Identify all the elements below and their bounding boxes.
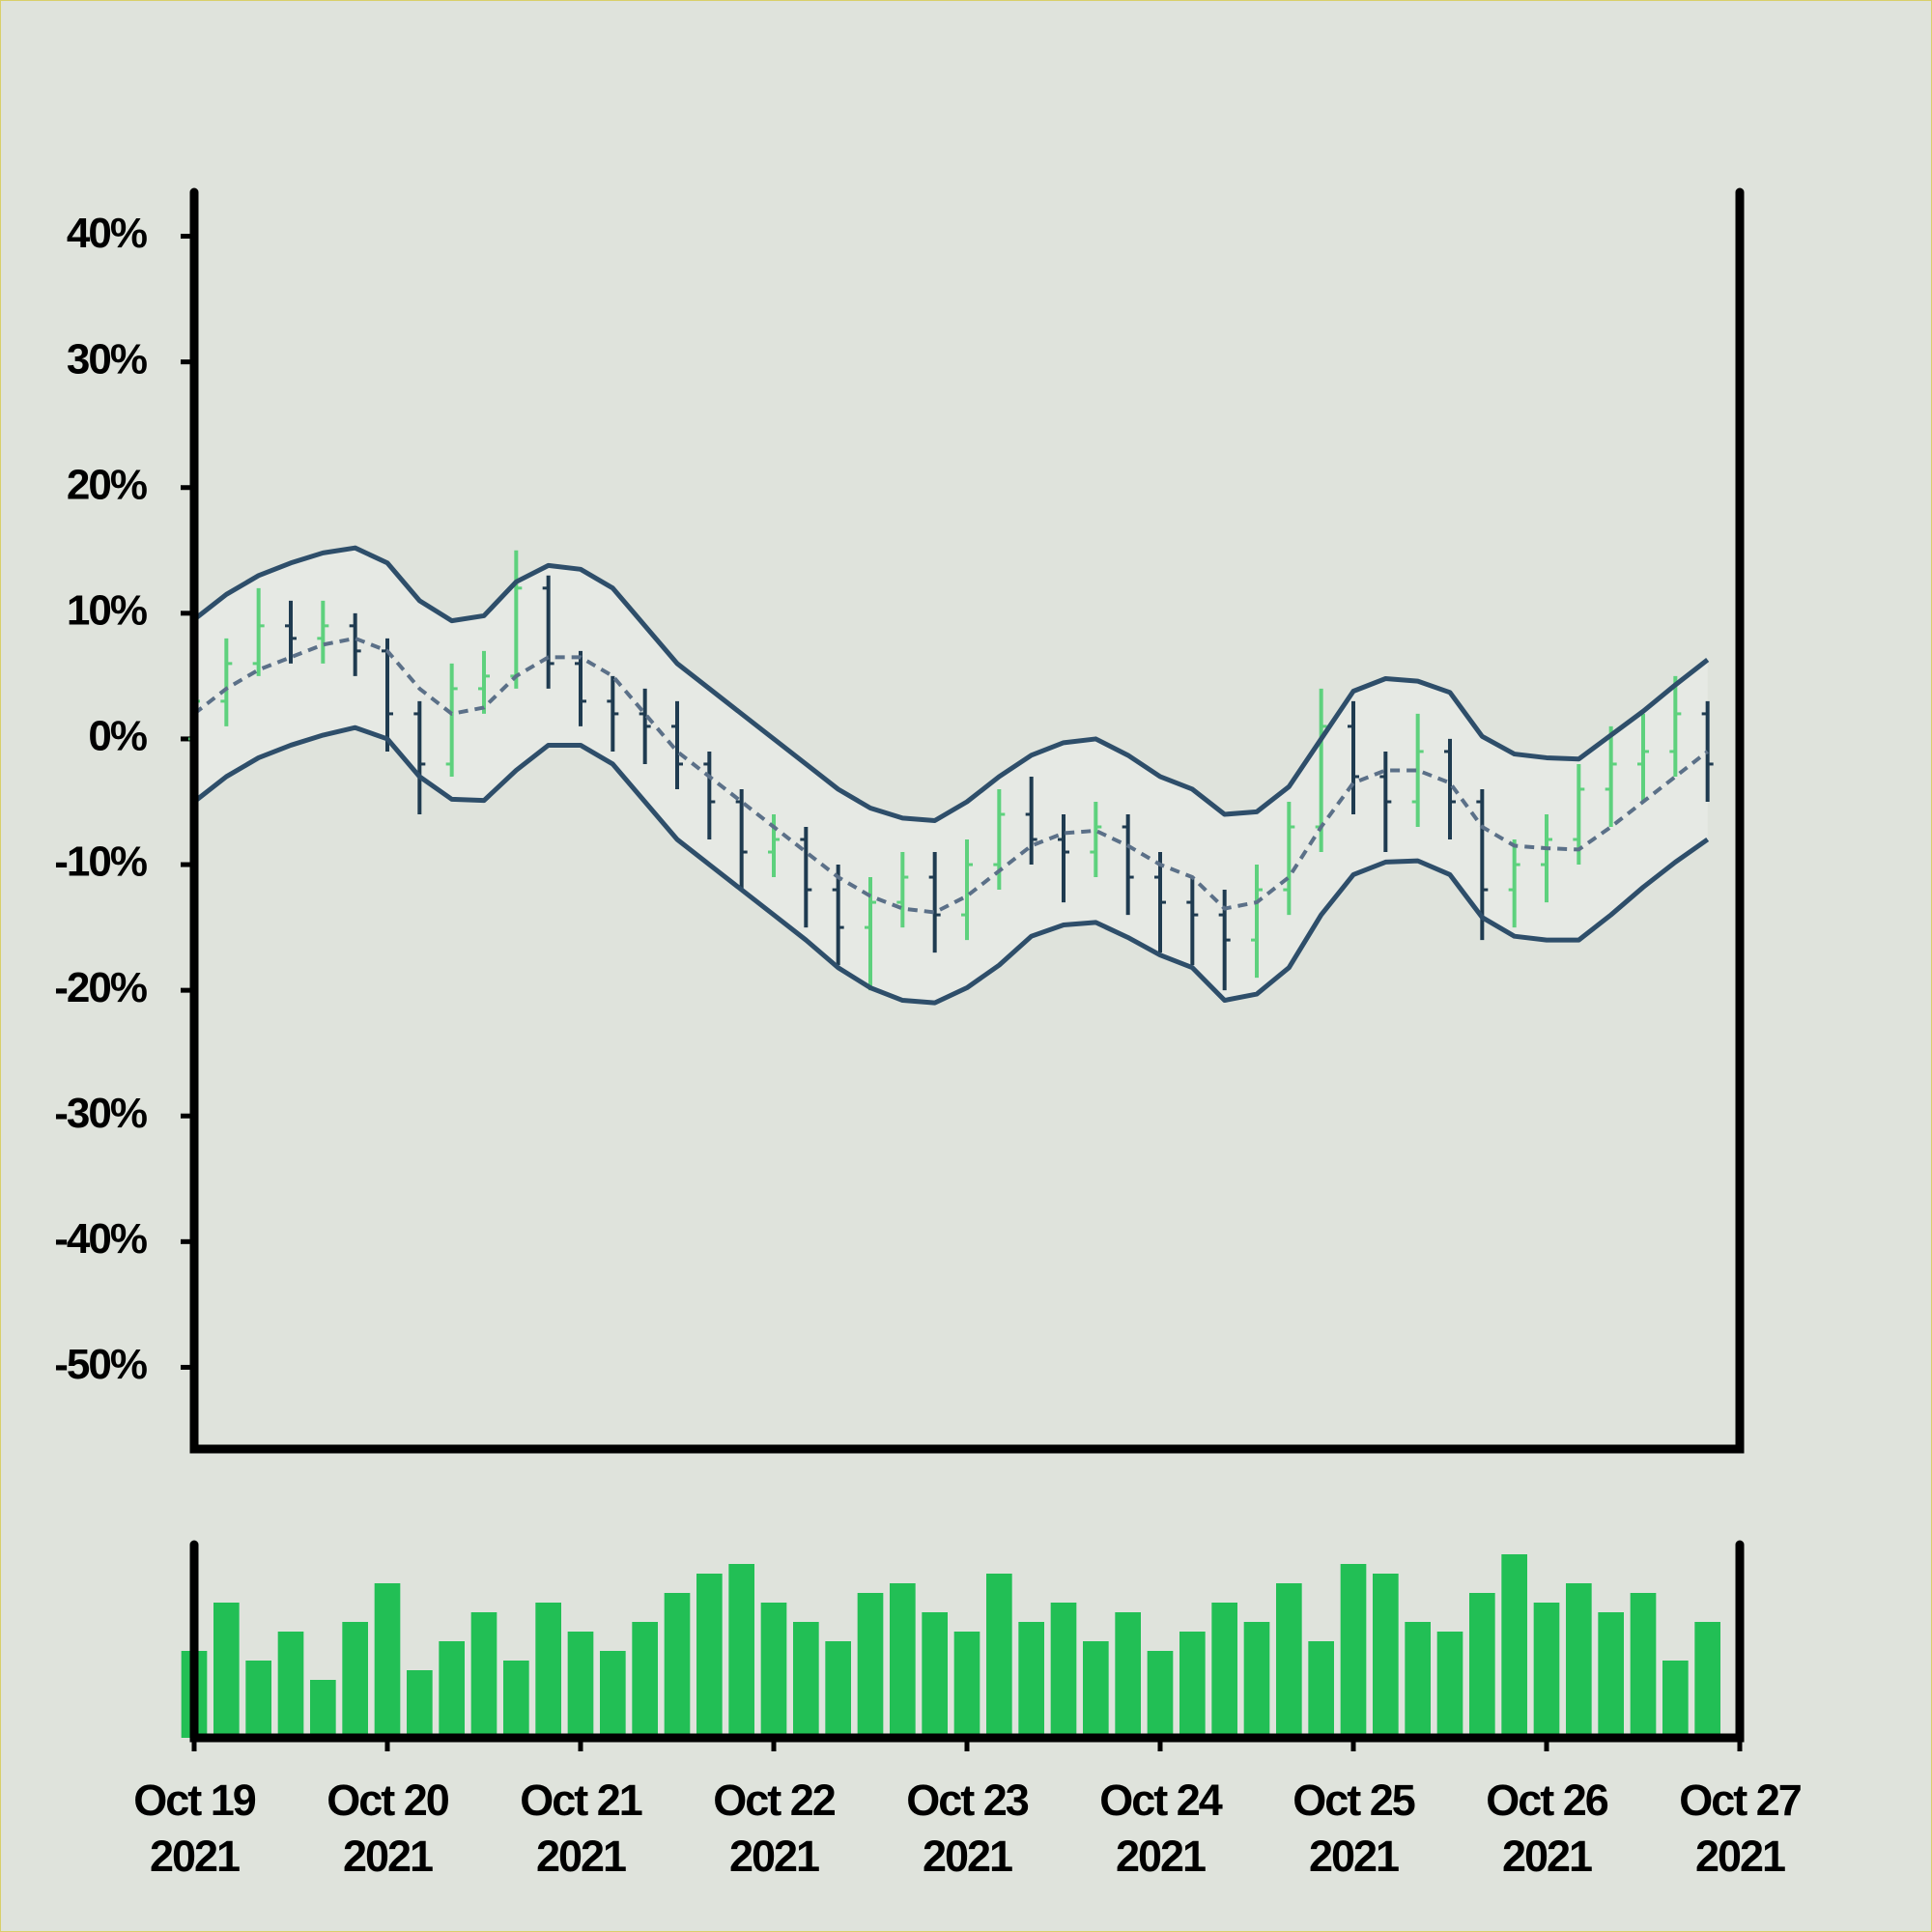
volume-bar bbox=[1211, 1603, 1237, 1738]
volume-bar bbox=[953, 1632, 980, 1738]
volume-bar bbox=[728, 1564, 754, 1738]
volume-bar bbox=[535, 1603, 561, 1738]
volume-bar bbox=[1469, 1593, 1495, 1738]
y-tick-label: -40% bbox=[54, 1215, 147, 1263]
x-tick-label: Oct 24 2021 bbox=[1099, 1776, 1223, 1881]
volume-bar bbox=[1436, 1632, 1463, 1738]
upper-band bbox=[192, 545, 1710, 823]
volume-bar bbox=[1373, 1574, 1399, 1738]
volume-bar bbox=[600, 1651, 626, 1738]
volume-bar bbox=[825, 1641, 851, 1738]
volume-bar bbox=[1018, 1622, 1044, 1738]
lower-band bbox=[192, 724, 1710, 1006]
volume-bar bbox=[986, 1574, 1012, 1738]
volume-bar bbox=[470, 1612, 497, 1738]
volume-bar bbox=[1179, 1632, 1206, 1738]
x-tick-label: Oct 25 2021 bbox=[1293, 1776, 1416, 1881]
x-tick-label: Oct 21 2021 bbox=[520, 1776, 643, 1881]
y-tick-label: -20% bbox=[54, 964, 147, 1011]
volume-bar bbox=[342, 1622, 368, 1738]
volume-bar bbox=[407, 1670, 433, 1738]
main-axes bbox=[189, 187, 1745, 1454]
x-tick-label: Oct 22 2021 bbox=[713, 1776, 837, 1881]
y-tick-label: 30% bbox=[67, 335, 147, 383]
volume-bar bbox=[567, 1632, 594, 1738]
volume-bar bbox=[310, 1680, 336, 1738]
volume-bar bbox=[632, 1622, 658, 1738]
volume-bar bbox=[793, 1622, 819, 1738]
volume-bar bbox=[1115, 1612, 1141, 1738]
volume-bar bbox=[374, 1583, 401, 1738]
volume-bar bbox=[277, 1632, 304, 1738]
volume-bar bbox=[1147, 1651, 1174, 1738]
volume-bar bbox=[1083, 1641, 1109, 1738]
volume-bar bbox=[760, 1603, 787, 1738]
volume-bar bbox=[503, 1661, 529, 1738]
volume-bar bbox=[213, 1603, 240, 1738]
volume-bar bbox=[1501, 1554, 1527, 1738]
volume-bar bbox=[1340, 1564, 1367, 1738]
band-fill bbox=[194, 548, 1708, 1004]
x-tick-label: Oct 19 2021 bbox=[133, 1776, 257, 1881]
volume-bar bbox=[696, 1574, 723, 1738]
volume-bar bbox=[1405, 1622, 1431, 1738]
y-tick-label: 40% bbox=[67, 210, 147, 257]
y-tick-label: -10% bbox=[54, 838, 147, 886]
volume-bar bbox=[1694, 1622, 1720, 1738]
volume-bar bbox=[1566, 1583, 1592, 1738]
volume-bar bbox=[1243, 1622, 1270, 1738]
x-tick-label: Oct 26 2021 bbox=[1486, 1776, 1609, 1881]
y-tick-label: -50% bbox=[54, 1341, 147, 1388]
volume-bar bbox=[1630, 1593, 1657, 1738]
middle-band bbox=[192, 636, 1709, 915]
volume-bar bbox=[1662, 1661, 1689, 1738]
volume-bar bbox=[1276, 1583, 1302, 1738]
y-tick-label: 0% bbox=[88, 713, 146, 760]
volume-bar bbox=[1308, 1641, 1334, 1738]
volume-bar bbox=[857, 1593, 884, 1738]
x-tick-label: Oct 23 2021 bbox=[906, 1776, 1030, 1881]
volume-bar bbox=[922, 1612, 948, 1738]
volume-bar bbox=[1533, 1603, 1560, 1738]
volume-bar bbox=[664, 1593, 691, 1738]
y-tick-label: 10% bbox=[67, 586, 147, 634]
y-tick-label: 20% bbox=[67, 461, 147, 508]
volume-bar bbox=[245, 1661, 271, 1738]
y-tick-label: -30% bbox=[54, 1090, 147, 1137]
x-tick-label: Oct 27 2021 bbox=[1679, 1776, 1803, 1881]
volume-bar bbox=[439, 1641, 465, 1738]
volume-bar bbox=[890, 1583, 916, 1738]
x-tick-label: Oct 20 2021 bbox=[327, 1776, 450, 1881]
volume-bar bbox=[1598, 1612, 1624, 1738]
volume-bar bbox=[1050, 1603, 1077, 1738]
